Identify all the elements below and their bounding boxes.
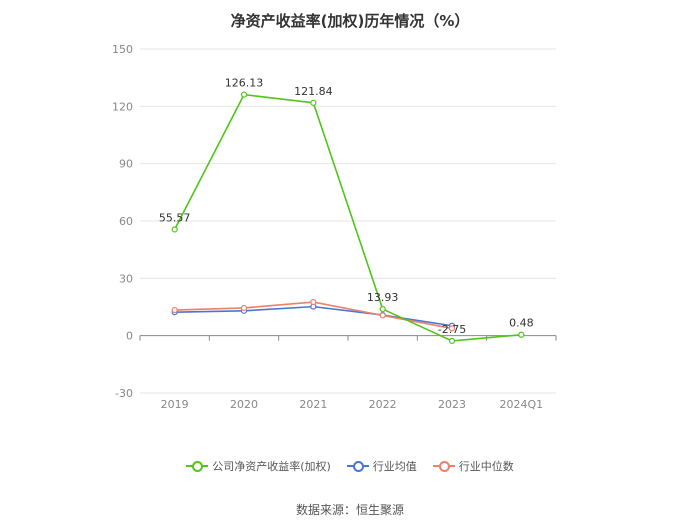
legend-marker-icon [432, 460, 455, 472]
series-line [173, 93, 522, 342]
y-tick-label: 60 [119, 215, 133, 228]
data-point [171, 306, 178, 314]
data-label: 126.13 [225, 77, 264, 90]
legend-label: 行业中位数 [458, 460, 514, 473]
legend-item-industry-median[interactable]: 行业中位数 [432, 458, 514, 474]
data-label: 55.57 [159, 211, 191, 224]
y-tick-label: -30 [115, 387, 133, 400]
data-point [310, 298, 317, 306]
source-note: 数据来源：恒生聚源 [295, 503, 404, 517]
x-tick-label: 2020 [230, 398, 258, 411]
data-point [240, 304, 248, 312]
legend-label: 公司净资产收益率(加权) [212, 460, 331, 473]
legend-marker-icon [346, 460, 369, 472]
y-tick-label: 120 [112, 100, 133, 113]
axes: -30 0 30 60 90 120 150 2019 2020 2021 2022 2023 2024… [112, 43, 557, 411]
data-point [518, 331, 525, 338]
data-label: 13.93 [367, 291, 399, 304]
x-tick-label: 2021 [299, 398, 327, 411]
legend-item-company-roe[interactable]: 公司净资产收益率(加权) [186, 458, 331, 474]
data-point [448, 337, 456, 345]
data-point [310, 99, 317, 106]
data-point [379, 305, 386, 313]
chart-title: 净资产收益率(加权)历年情况（%） [230, 12, 470, 30]
data-point [379, 312, 386, 319]
legend-marker-icon [186, 460, 209, 472]
data-label: 121.84 [294, 85, 333, 98]
y-tick-label: 90 [119, 158, 133, 171]
data-point [240, 91, 248, 98]
x-tick-label: 2024Q1 [500, 398, 544, 411]
data-point [171, 226, 178, 233]
grid-lines [140, 48, 556, 394]
legend-item-industry-mean[interactable]: 行业均值 [346, 458, 417, 474]
legend-label: 行业均值 [372, 460, 417, 473]
x-tick-label: 2023 [438, 398, 466, 411]
data-label: 0.48 [509, 317, 534, 330]
x-tick-label: 2019 [161, 398, 189, 411]
series-lines [171, 91, 525, 345]
data-point [448, 325, 456, 332]
data-labels: 55.57 126.13 121.84 13.93 -2.75 0.48 [159, 77, 534, 336]
legend: 公司净资产收益率(加权) 行业均值 行业中位数 [0, 458, 700, 474]
y-tick-label: 0 [126, 330, 133, 343]
data-label: -2.75 [438, 323, 466, 336]
y-tick-label: 150 [112, 43, 133, 56]
x-tick-label: 2022 [369, 398, 397, 411]
y-tick-label: 30 [119, 272, 133, 285]
